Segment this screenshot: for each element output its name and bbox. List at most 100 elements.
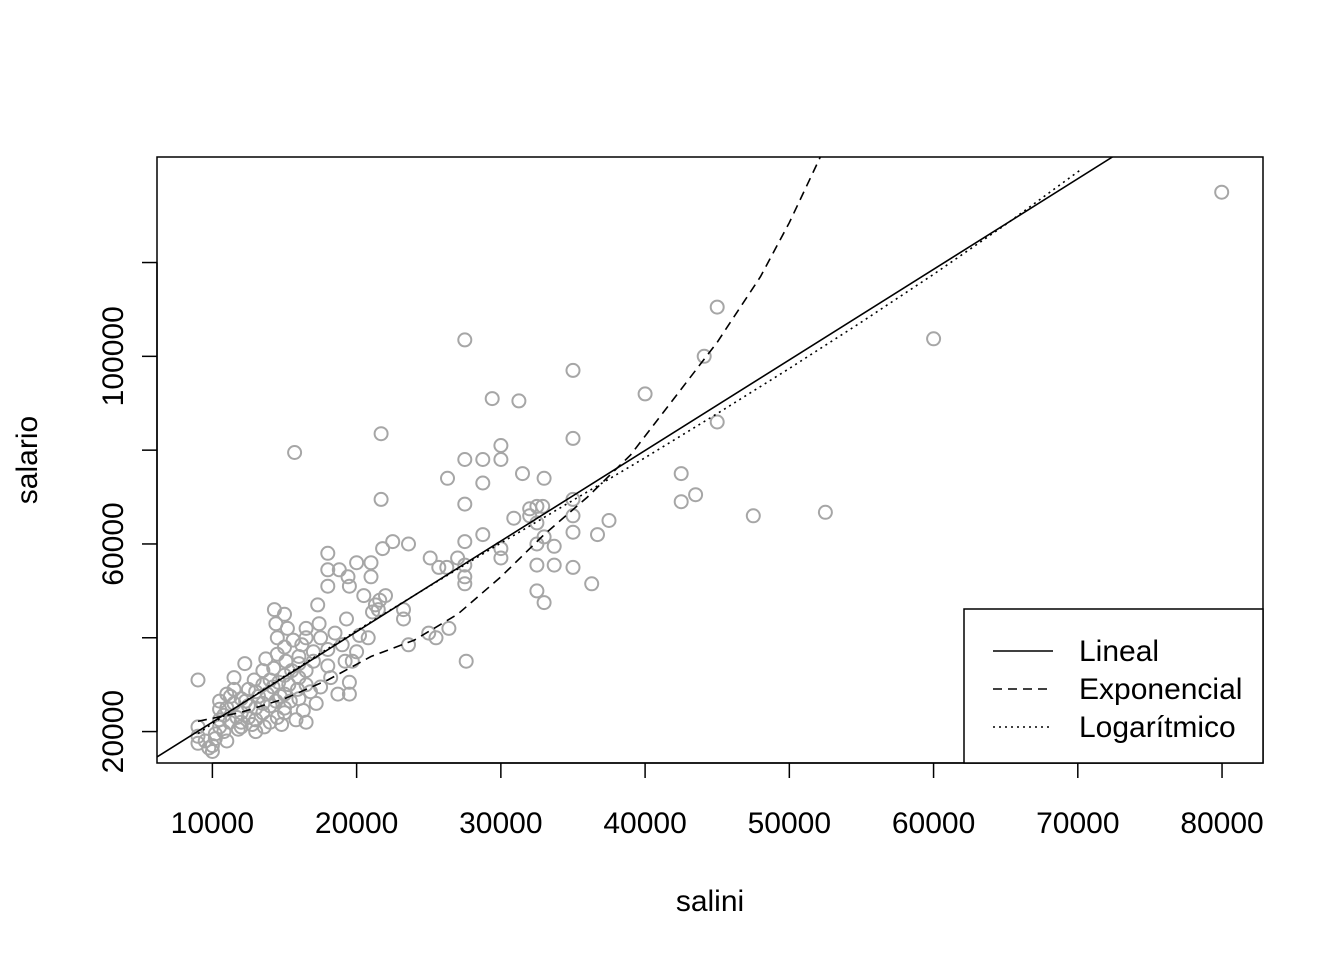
data-point xyxy=(230,721,246,737)
data-point xyxy=(320,562,336,578)
x-tick-label: 70000 xyxy=(1036,807,1119,840)
data-point xyxy=(311,616,327,632)
data-point xyxy=(344,653,360,669)
data-point xyxy=(349,644,365,660)
data-point xyxy=(370,602,386,618)
data-point xyxy=(475,452,491,467)
data-point xyxy=(431,559,447,575)
data-point xyxy=(401,536,416,552)
data-point xyxy=(529,498,545,514)
data-point xyxy=(298,620,314,636)
data-point xyxy=(340,569,356,585)
data-point xyxy=(266,660,282,676)
data-point xyxy=(323,670,339,686)
x-tick-label: 20000 xyxy=(315,807,398,840)
series-line-dashed xyxy=(197,157,822,723)
data-point xyxy=(248,724,264,740)
data-point xyxy=(349,555,365,571)
data-point xyxy=(313,679,329,695)
data-point xyxy=(339,611,354,627)
data-point xyxy=(590,527,605,543)
legend-label: Lineal xyxy=(1079,635,1159,668)
legend-label: Logarítmico xyxy=(1079,711,1236,744)
x-axis: 10000 20000 30000 40000 50000 60000 70000 80000 xyxy=(171,762,1264,840)
data-point xyxy=(493,550,509,566)
data-point xyxy=(457,332,473,348)
data-point xyxy=(565,524,581,540)
data-point xyxy=(546,538,562,554)
data-point xyxy=(1214,184,1230,200)
series-line-dotted xyxy=(197,168,1083,735)
data-point xyxy=(422,550,438,566)
data-point xyxy=(341,578,357,594)
data-point xyxy=(373,491,389,507)
data-point xyxy=(673,466,689,482)
data-point xyxy=(305,653,321,669)
data-point xyxy=(396,611,411,627)
data-point xyxy=(457,569,473,585)
data-point xyxy=(310,597,326,613)
data-point xyxy=(246,672,262,688)
data-point xyxy=(219,733,235,749)
data-point xyxy=(536,595,552,611)
data-point xyxy=(506,510,522,526)
data-point xyxy=(330,686,346,702)
data-point xyxy=(288,712,304,728)
data-point xyxy=(337,653,353,669)
data-point xyxy=(546,557,562,573)
legend-box xyxy=(963,608,1264,764)
data-point xyxy=(493,541,509,557)
data-point xyxy=(817,504,833,520)
data-point xyxy=(281,677,297,693)
legend: Lineal Exponencial Logarítmico xyxy=(963,608,1264,764)
data-point xyxy=(277,606,292,622)
data-point xyxy=(240,710,256,725)
data-point xyxy=(237,656,253,672)
data-point xyxy=(287,445,303,460)
x-tick-label: 30000 xyxy=(459,807,542,840)
data-point xyxy=(320,642,336,657)
data-point xyxy=(601,513,617,528)
data-point xyxy=(356,588,372,604)
data-point xyxy=(511,393,527,409)
data-point xyxy=(529,557,545,573)
data-point xyxy=(475,475,491,491)
data-point xyxy=(308,695,324,711)
data-point xyxy=(190,672,206,688)
data-point xyxy=(282,693,298,709)
data-point xyxy=(475,527,491,543)
series-line-solid xyxy=(157,157,1113,758)
data-point xyxy=(439,559,455,575)
x-axis-title: salini xyxy=(676,885,744,918)
y-axis-title: salario xyxy=(11,416,44,504)
data-point xyxy=(637,386,653,402)
data-point xyxy=(926,331,942,347)
legend-items: Lineal Exponencial Logarítmico xyxy=(993,635,1242,744)
data-point xyxy=(320,545,336,561)
data-point xyxy=(313,630,329,646)
data-point xyxy=(428,630,444,646)
data-point xyxy=(709,414,725,430)
data-point xyxy=(565,362,581,378)
data-point xyxy=(373,426,389,442)
data-point xyxy=(457,534,473,550)
data-point xyxy=(363,569,379,585)
data-point xyxy=(529,583,545,599)
data-point xyxy=(327,625,343,641)
data-point xyxy=(222,688,238,704)
data-point xyxy=(709,299,725,315)
data-point xyxy=(458,653,474,669)
data-point xyxy=(298,630,314,646)
x-tick-label: 60000 xyxy=(892,807,975,840)
lines-layer xyxy=(157,157,1113,758)
x-tick-label: 80000 xyxy=(1180,807,1263,840)
y-tick-label: 100000 xyxy=(97,306,130,406)
data-point xyxy=(584,576,600,592)
data-point xyxy=(233,719,249,735)
data-point xyxy=(493,452,509,467)
y-axis: 20000 60000 100000 xyxy=(97,261,158,773)
x-tick-label: 10000 xyxy=(171,807,254,840)
data-point xyxy=(341,686,357,702)
